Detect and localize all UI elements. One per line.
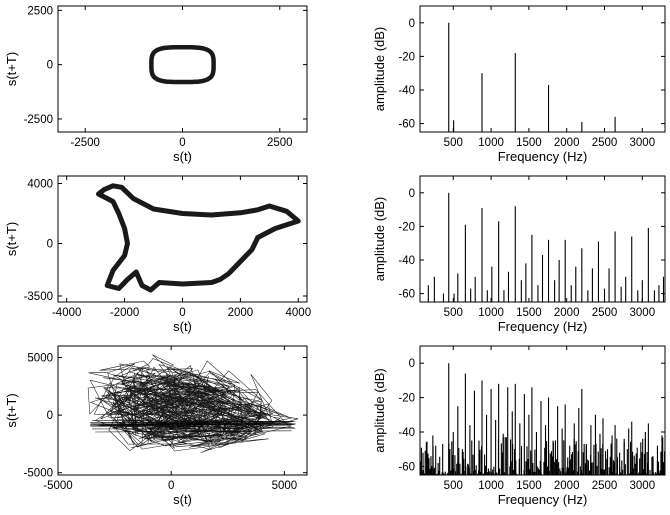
y-axis-label: amplitude (dB) xyxy=(372,368,387,453)
y-tick-label: -20 xyxy=(398,221,415,233)
panel-5: -5000 0 5000 5000 0 -5000 s(t) s(t+T) xyxy=(4,345,308,507)
y-tick-label: -20 xyxy=(398,393,415,405)
x-tick-label: 500 xyxy=(444,480,463,492)
phase-trajectory-segment xyxy=(100,424,294,426)
x-tick-label: -5000 xyxy=(43,480,72,492)
y-axis-label: amplitude (dB) xyxy=(372,27,387,112)
y-tick-label: 0 xyxy=(409,188,415,200)
x-tick-label: 4000 xyxy=(286,307,312,319)
x-tick-label: 2000 xyxy=(554,480,580,492)
x-tick-label: 3000 xyxy=(630,137,656,149)
axes-frame xyxy=(57,5,308,133)
phase-trajectory xyxy=(87,354,299,454)
x-tick-label: 1000 xyxy=(478,307,504,319)
x-tick-label: 1000 xyxy=(478,480,504,492)
phase-trajectory-segment xyxy=(92,420,294,422)
x-tick-label: 500 xyxy=(444,137,463,149)
y-tick-label: -3500 xyxy=(24,291,53,303)
x-axis-label: Frequency (Hz) xyxy=(498,149,588,164)
y-tick-label: 2500 xyxy=(27,5,53,17)
axes-frame xyxy=(419,175,666,303)
y-axis-label: s(t+T) xyxy=(4,393,19,427)
panel-4: 500 1000 1500 2000 2500 3000 0 -20 -40 -60 Frequen… xyxy=(372,175,666,334)
y-axis-label: s(t+T) xyxy=(4,52,19,86)
y-tick-label: 0 xyxy=(47,60,53,72)
y-tick-label: 0 xyxy=(409,18,415,30)
panel-1: -2500 0 2500 -2500 0 2500 s(t) s(t+T) xyxy=(4,5,308,164)
y-tick-label: -20 xyxy=(398,51,415,63)
x-tick-label: 1500 xyxy=(516,480,542,492)
phase-trajectory xyxy=(149,45,216,85)
x-axis-label: Frequency (Hz) xyxy=(498,492,588,507)
plot-area xyxy=(448,22,616,132)
y-tick-label: 0 xyxy=(47,239,53,251)
x-axis-label: s(t) xyxy=(173,149,192,164)
x-tick-label: 1000 xyxy=(478,137,504,149)
y-tick-label: 0 xyxy=(47,410,53,422)
axes-frame xyxy=(419,345,666,476)
phase-trajectory xyxy=(96,183,301,293)
x-tick-label: 2500 xyxy=(592,307,618,319)
x-tick-label: 0 xyxy=(179,307,185,319)
y-tick-label: -40 xyxy=(398,427,415,439)
x-tick-label: 2500 xyxy=(592,137,618,149)
plot-area xyxy=(87,354,299,454)
phase-trajectory-segment xyxy=(89,421,296,423)
y-tick-label: -60 xyxy=(398,461,415,473)
x-tick-label: 1500 xyxy=(516,137,542,149)
phase-trajectory-inner xyxy=(98,186,300,292)
x-tick-label: 3000 xyxy=(630,480,656,492)
x-tick-label: 5000 xyxy=(272,480,298,492)
x-tick-label: -2500 xyxy=(71,137,100,149)
phase-trajectory-segment xyxy=(95,430,292,433)
plot-area xyxy=(96,183,301,293)
axes-frame xyxy=(57,345,308,476)
y-tick-label: 4000 xyxy=(27,179,53,191)
y-axis-label: s(t+T) xyxy=(4,222,19,256)
x-axis-label: s(t) xyxy=(173,319,192,334)
x-tick-label: 2500 xyxy=(267,137,293,149)
panel-3: -4000 -2000 0 2000 4000 4000 0 -3500 s(t) s(t+T) xyxy=(4,175,312,334)
x-tick-label: 1500 xyxy=(516,307,542,319)
x-tick-label: 500 xyxy=(444,307,463,319)
x-tick-label: 2000 xyxy=(554,307,580,319)
y-tick-label: -2500 xyxy=(24,114,53,126)
x-tick-label: 0 xyxy=(179,137,185,149)
panel-2: 500 1000 1500 2000 2500 3000 0 -20 -40 -60 Frequen… xyxy=(372,5,666,164)
x-tick-label: 3000 xyxy=(630,307,656,319)
x-tick-label: 2000 xyxy=(228,307,254,319)
phase-trajectory-segment xyxy=(94,421,293,425)
plot-area xyxy=(427,192,665,302)
y-tick-label: -60 xyxy=(398,119,415,131)
x-tick-label: -4000 xyxy=(52,307,81,319)
plot-area xyxy=(420,363,665,475)
y-tick-label: -40 xyxy=(398,85,415,97)
y-tick-label: -5000 xyxy=(24,468,53,480)
axes-frame xyxy=(419,5,666,133)
y-tick-label: 0 xyxy=(409,358,415,370)
y-tick-label: -40 xyxy=(398,255,415,267)
y-axis-label: amplitude (dB) xyxy=(372,197,387,282)
x-tick-label: 2000 xyxy=(554,137,580,149)
panel-6: 500 1000 1500 2000 2500 3000 0 -20 -40 -60 Frequen… xyxy=(372,345,666,507)
x-tick-label: 2500 xyxy=(592,480,618,492)
phase-trajectory-segment xyxy=(97,425,292,428)
x-axis-label: Frequency (Hz) xyxy=(498,319,588,334)
x-tick-label: 0 xyxy=(168,480,174,492)
y-tick-label: 5000 xyxy=(27,353,53,365)
y-tick-label: -60 xyxy=(398,289,415,301)
x-tick-label: -2000 xyxy=(110,307,139,319)
plot-area xyxy=(149,45,216,85)
x-axis-label: s(t) xyxy=(173,492,192,507)
